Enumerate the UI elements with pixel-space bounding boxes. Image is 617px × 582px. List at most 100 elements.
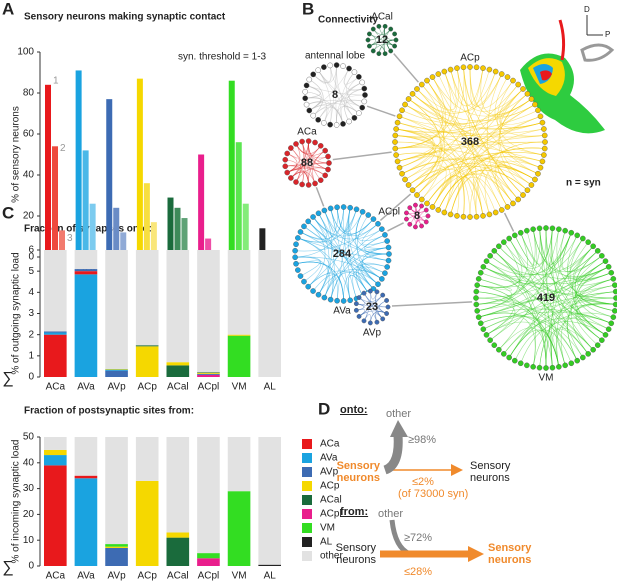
node-dot [359,79,366,86]
bar [167,197,174,257]
node-dot [454,213,460,219]
node-chord [444,71,496,213]
bar-segment [258,250,281,377]
bar-segment [197,558,220,566]
series-label: 1 [53,75,59,86]
node-dot [404,210,409,216]
node-chord [551,228,584,358]
node-label: AVa [333,306,351,317]
node-dot [510,77,516,84]
node-dot [568,360,575,367]
node-dot [361,318,367,324]
node-chord [307,221,383,280]
x-tick-label: ACal [167,382,189,393]
node-dot [334,297,340,304]
node-chord [352,269,383,299]
summary-heading: from: [340,506,369,518]
node-chord [499,93,532,186]
node-chord [297,237,334,300]
node-chord [475,297,589,355]
node-chord [399,116,490,215]
bar [89,203,96,257]
bar-segment [227,335,251,377]
node-dot [315,67,321,73]
node-dot [424,200,430,207]
node-dot [480,65,486,71]
y-tick-label: 0 [28,252,34,263]
node-dot [393,152,399,158]
node-chord [416,88,484,216]
network-note: n = syn [566,178,601,189]
legend-label: ACp [320,481,340,492]
node-chord [478,250,598,318]
x-tick-label: AVp [107,571,126,582]
node-dot [379,276,385,282]
node-chord [432,88,524,208]
network-node: 88 ACa [282,127,332,188]
node-chord [498,84,543,128]
node-chord [559,230,603,273]
node-dot [435,207,442,213]
node-dot [333,122,340,128]
node-chord [444,68,484,107]
bar-segment [135,437,159,481]
bar-segment [74,274,98,377]
bar [235,142,242,257]
node-dot [312,139,318,146]
y-tick-label: 5 [28,266,34,277]
bar-segment [105,544,128,547]
node-dot [539,158,546,165]
node-dot [370,48,376,54]
x-tick-label: AL [264,382,277,393]
node-dot [535,170,541,177]
bar-segment [74,269,98,272]
bar-segment [166,250,190,363]
bar-segment [74,475,98,479]
bar-segment [166,365,190,377]
node-dot [612,308,617,314]
node-dot [574,357,581,364]
x-tick-label: ACpl [198,382,220,393]
node-chord [477,284,615,312]
y-tick-label: 4 [28,287,34,298]
node-value: 8 [332,89,338,101]
node-dot [399,107,405,114]
node-dot [473,295,479,301]
node-dot [504,74,511,80]
x-tick-label: ACp [137,382,157,393]
node-chord [508,238,566,366]
node-dot [407,205,413,211]
node-dot [419,203,424,209]
node-dot [477,269,484,276]
node-chord [567,278,614,361]
node-chord [396,152,452,213]
node-dot [310,71,317,78]
node-chord [508,246,594,358]
node-dot [356,110,362,116]
panel-letter: B [302,0,314,18]
bar-segment [74,478,98,566]
node-dot [524,90,531,97]
node-dot [346,65,352,72]
node-chord [508,230,534,267]
bar-segment [105,368,128,370]
bar-segment [166,532,190,538]
network-node: 12 ACal [365,12,399,57]
node-dot [353,206,360,213]
node-dot [487,337,493,343]
y-tick-label: 50 [23,432,35,443]
node-dot [393,126,399,132]
node-dot [365,212,372,218]
node-dot [305,283,311,290]
bar-segment [44,331,67,333]
node-dot [392,139,398,145]
node-dot [532,101,538,108]
node-chord [324,208,336,232]
node-dot [486,66,493,73]
node-dot [305,182,312,188]
node-dot [480,326,487,333]
node-dot [293,141,299,147]
node-chord [396,128,460,216]
network-node: 284 AVa [292,204,392,317]
summary-label: Sensory neurons [470,460,511,484]
